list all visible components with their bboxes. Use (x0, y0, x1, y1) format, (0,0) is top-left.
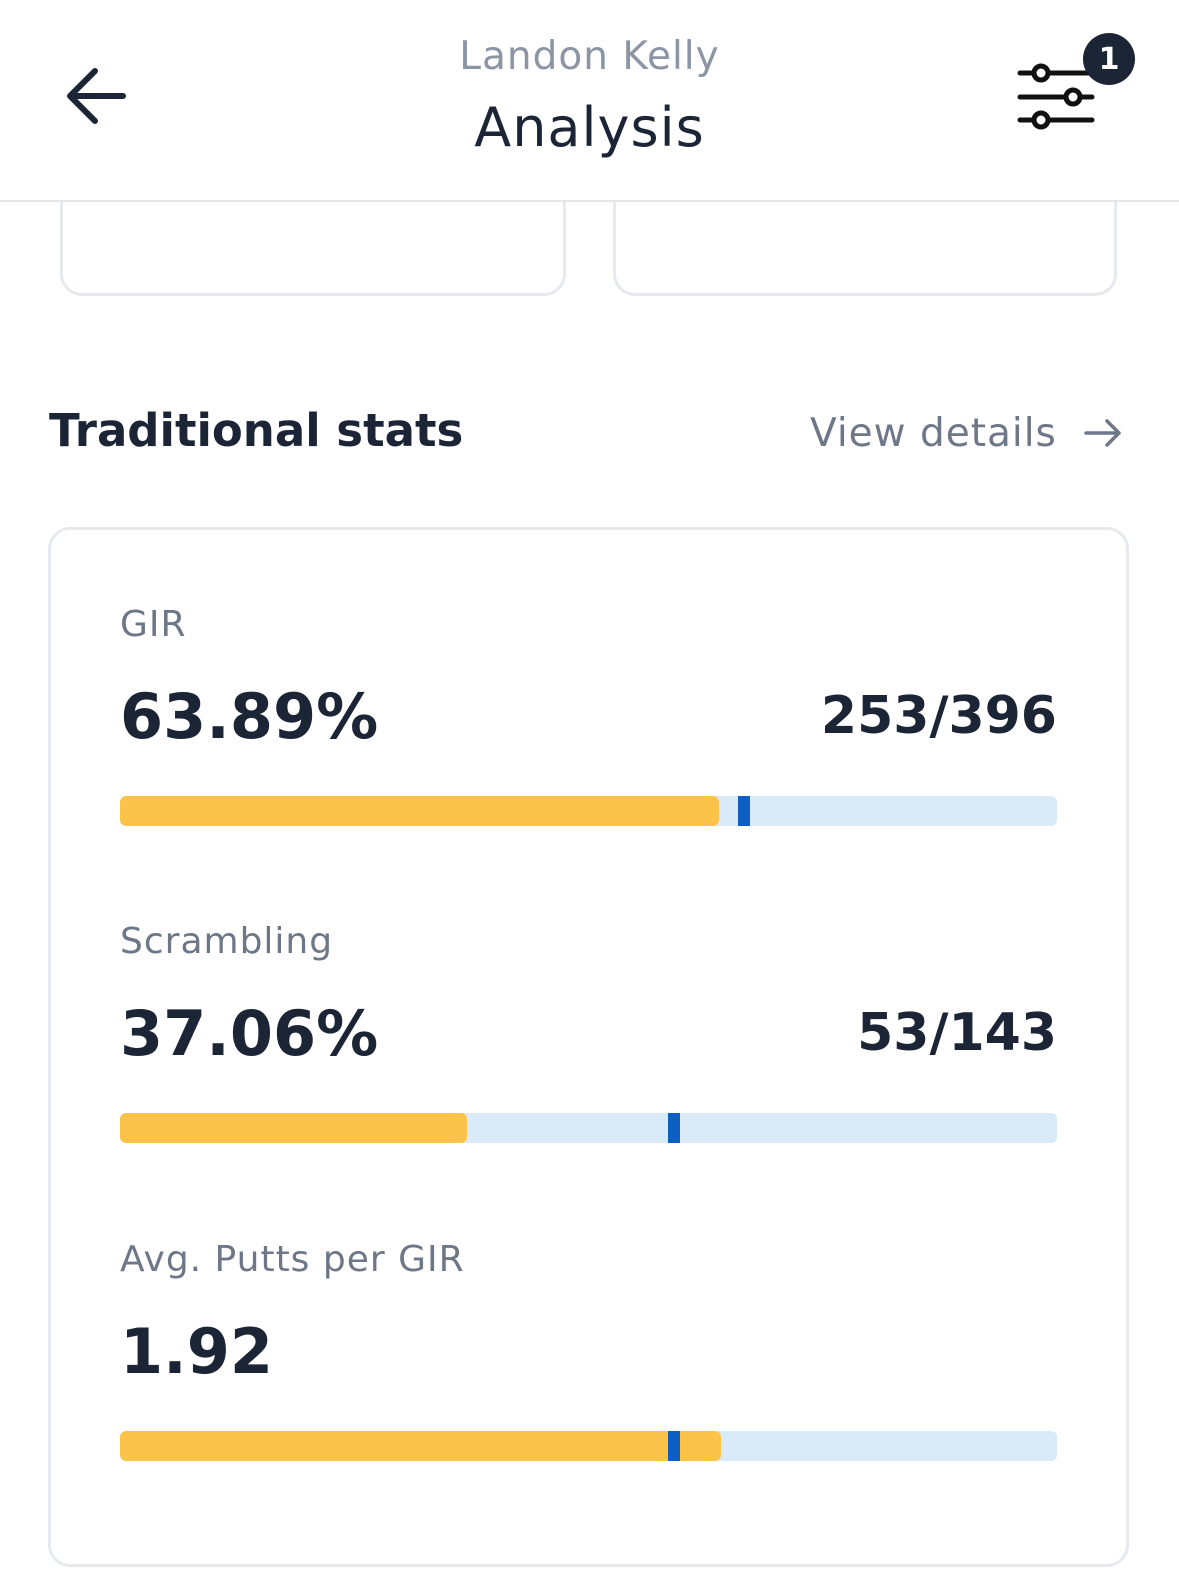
back-button[interactable] (56, 60, 136, 136)
section-title: Traditional stats (49, 404, 464, 457)
stat-value: 37.06% (120, 997, 379, 1070)
progress-bar (120, 1113, 1057, 1143)
stat-value: 63.89% (120, 680, 379, 753)
stat-gir: GIR 63.89% 253/396 (120, 600, 1057, 830)
benchmark-marker (668, 1431, 681, 1461)
progress-fill (120, 1431, 721, 1461)
stat-label: GIR (120, 604, 187, 645)
filter-button[interactable] (1012, 58, 1108, 138)
player-name: Landon Kelly (459, 34, 720, 79)
progress-bar (120, 796, 1057, 826)
progress-bar (120, 1431, 1057, 1461)
stat-ratio: 53/143 (857, 1003, 1057, 1063)
stat-scrambling: Scrambling 37.06% 53/143 (120, 917, 1057, 1147)
filter-count-badge: 1 (1083, 33, 1135, 85)
sliders-icon (1012, 63, 1102, 138)
stat-avg-putts-per-gir: Avg. Putts per GIR 1.92 (120, 1235, 1057, 1465)
top-app-bar: Landon Kelly Analysis (0, 0, 1179, 202)
stat-label: Avg. Putts per GIR (120, 1239, 465, 1280)
arrow-right-icon (1083, 417, 1123, 449)
stat-value: 1.92 (120, 1315, 273, 1388)
page-title: Analysis (474, 96, 705, 159)
progress-fill (120, 1113, 468, 1143)
traditional-stats-card (48, 527, 1129, 1567)
view-details-link[interactable]: View details (810, 408, 1123, 458)
benchmark-marker (738, 796, 751, 826)
stat-ratio: 253/396 (820, 686, 1057, 746)
benchmark-marker (668, 1113, 681, 1143)
progress-fill (120, 796, 719, 826)
stat-label: Scrambling (120, 921, 334, 962)
arrow-left-icon (61, 61, 131, 135)
view-details-label: View details (810, 410, 1057, 456)
